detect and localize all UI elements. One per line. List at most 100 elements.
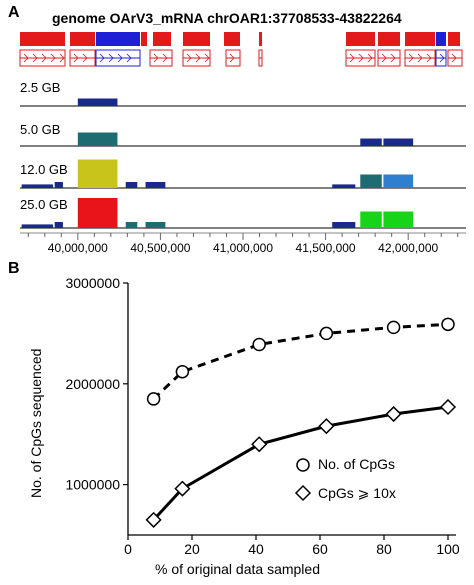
gene-strand-arrow bbox=[204, 53, 210, 63]
coverage-bar bbox=[125, 222, 138, 228]
gene-block bbox=[153, 32, 171, 46]
legend-marker-circle bbox=[296, 458, 310, 472]
gene-block bbox=[20, 32, 65, 46]
genome-browser-title: genome OArV3_mRNA chrOAR1:37708533-43822… bbox=[52, 10, 402, 26]
gene-strand-arrow bbox=[408, 53, 414, 63]
gene-strand-arrow bbox=[126, 53, 132, 63]
genome-tick-label: 40,000,000 bbox=[48, 241, 108, 255]
x-tick-label: 0 bbox=[124, 541, 132, 557]
gene-block bbox=[448, 32, 460, 46]
gene-block bbox=[378, 32, 400, 46]
gene-strand-arrow bbox=[82, 53, 88, 63]
gene-strand-arrow bbox=[367, 53, 373, 63]
x-tick-label: 80 bbox=[376, 541, 392, 557]
gene-strand-arrow bbox=[117, 53, 123, 63]
gene-strand-arrow bbox=[439, 53, 445, 63]
data-point-diamond bbox=[439, 398, 457, 416]
genome-tick-label: 41,000,000 bbox=[213, 241, 273, 255]
coverage-bar bbox=[360, 174, 382, 188]
coverage-bar bbox=[145, 222, 166, 228]
track-label-2-5gb: 2.5 GB bbox=[20, 80, 61, 95]
series-line-cpgs-10x bbox=[152, 405, 449, 521]
data-point-diamond bbox=[318, 418, 335, 435]
coverage-bar bbox=[332, 222, 356, 228]
gene-strand-arrow bbox=[381, 53, 387, 63]
data-point-circle bbox=[252, 337, 266, 352]
gene-strand-arrow bbox=[349, 53, 355, 63]
gene-strand-arrow bbox=[358, 53, 364, 63]
y-axis-title: No. of CpGs sequenced bbox=[28, 348, 44, 498]
data-point-diamond bbox=[385, 405, 402, 423]
gene-strand-arrow bbox=[108, 53, 114, 63]
gene-block bbox=[70, 32, 95, 46]
gene-strand-arrow bbox=[186, 53, 192, 63]
coverage-bar bbox=[383, 174, 414, 188]
coverage-bar bbox=[77, 159, 118, 188]
coverage-bar bbox=[77, 132, 118, 146]
series-line-cpgs bbox=[152, 322, 449, 401]
coverage-bar bbox=[54, 222, 63, 228]
y-tick-label: 2000000 bbox=[65, 376, 120, 392]
data-point-circle bbox=[319, 326, 334, 341]
gene-block bbox=[436, 32, 446, 46]
data-point-diamond bbox=[145, 511, 162, 528]
gene-block bbox=[224, 32, 240, 46]
gene-strand-arrow bbox=[23, 53, 29, 63]
gene-strand-arrow bbox=[41, 53, 47, 63]
y-tick-label: 3000000 bbox=[65, 275, 120, 291]
gene-strand-arrow bbox=[153, 53, 159, 63]
gene-block bbox=[141, 32, 147, 46]
genome-tick-label: 42,000,000 bbox=[378, 241, 438, 255]
coverage-bar bbox=[332, 184, 356, 188]
legend-label-cpgs-10x: CpGs ⩾ 10x bbox=[318, 485, 396, 501]
gene-strand-arrow bbox=[390, 53, 396, 63]
gene-strand-arrow bbox=[73, 53, 79, 63]
coverage-bar bbox=[145, 182, 166, 188]
genome-tick-label: 40,500,000 bbox=[130, 241, 190, 255]
legend-marker-diamond bbox=[294, 484, 312, 502]
coverage-bar bbox=[383, 211, 414, 228]
gene-block bbox=[405, 32, 435, 46]
data-point-circle bbox=[146, 392, 161, 406]
gene-block bbox=[183, 32, 210, 46]
gene-strand-arrow bbox=[229, 53, 235, 63]
gene-block bbox=[259, 32, 262, 46]
coverage-bar bbox=[77, 98, 118, 106]
genome-tick-label: 41,500,000 bbox=[296, 241, 356, 255]
gene-strand-arrow bbox=[32, 53, 38, 63]
coverage-bar bbox=[21, 224, 54, 228]
track-label-12-0gb: 12.0 GB bbox=[20, 162, 68, 177]
panel-a-letter: A bbox=[8, 4, 20, 21]
coverage-bar bbox=[383, 138, 414, 146]
coverage-bar bbox=[360, 211, 382, 228]
data-point-circle bbox=[441, 317, 455, 332]
coverage-bar bbox=[360, 138, 382, 146]
x-tick-label: 20 bbox=[184, 541, 200, 557]
track-label-25-0gb: 25.0 GB bbox=[20, 197, 68, 212]
gene-block bbox=[96, 32, 140, 46]
x-tick-label: 40 bbox=[248, 541, 264, 557]
gene-block bbox=[346, 32, 375, 46]
gene-strand-arrow bbox=[417, 53, 423, 63]
panel-b-letter: B bbox=[8, 260, 20, 277]
coverage-bar bbox=[125, 182, 138, 188]
gene-strand-arrow bbox=[426, 53, 432, 63]
gene-strand-arrow bbox=[162, 53, 168, 63]
y-tick-label: 1000000 bbox=[65, 477, 120, 493]
x-axis-title: % of original data sampled bbox=[155, 561, 320, 577]
gene-strand-arrow bbox=[99, 53, 105, 63]
coverage-bar bbox=[54, 182, 63, 188]
x-tick-label: 100 bbox=[436, 541, 460, 557]
gene-strand-arrow bbox=[59, 53, 65, 63]
track-label-5-0gb: 5.0 GB bbox=[20, 122, 61, 137]
gene-strand-arrow bbox=[451, 53, 457, 63]
coverage-bar bbox=[77, 198, 118, 228]
x-tick-label: 60 bbox=[312, 541, 328, 557]
data-point-diamond bbox=[174, 480, 191, 497]
data-point-circle bbox=[386, 320, 401, 335]
data-point-diamond bbox=[251, 436, 268, 453]
coverage-bar bbox=[21, 184, 54, 188]
gene-strand-arrow bbox=[50, 53, 56, 63]
gene-strand-arrow bbox=[195, 53, 201, 63]
